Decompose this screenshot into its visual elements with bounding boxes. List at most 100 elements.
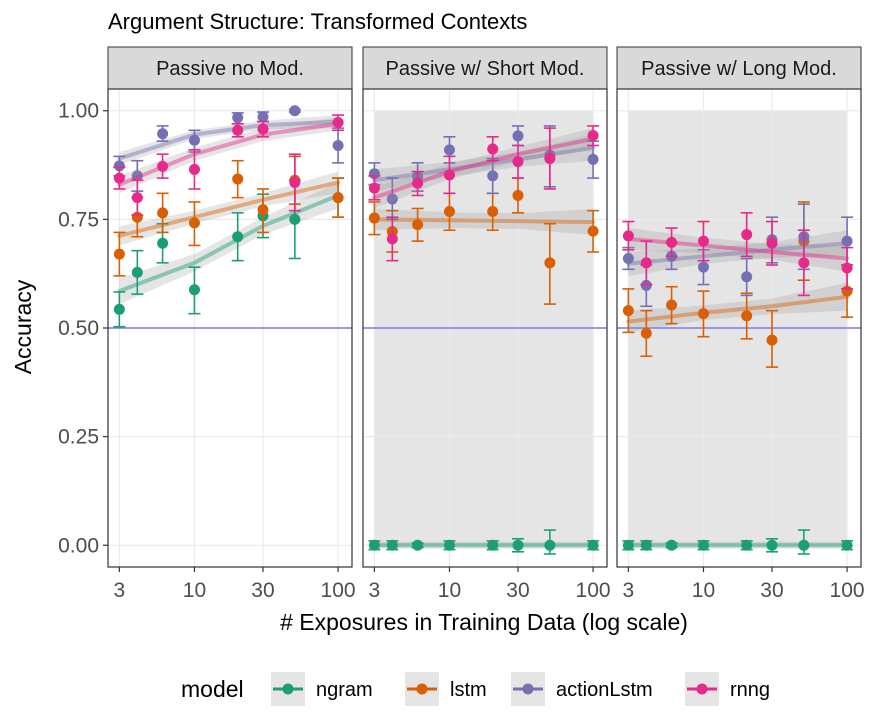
data-point [386,539,398,551]
series-ngram [368,529,600,555]
data-point [544,539,556,551]
y-tick-label: 0.00 [58,534,99,557]
data-point [587,539,599,551]
panel-border [362,88,608,568]
data-point [741,310,753,322]
data-point [587,129,599,141]
data-point [257,123,269,135]
fit-ribbon [374,128,594,209]
fit-ribbon [628,282,848,333]
series-lstm [368,177,600,305]
fit-ribbon [119,117,339,194]
x-tick-label: 100 [576,579,611,602]
x-tick-label: 100 [321,579,356,602]
data-point [289,105,301,117]
legend-item-lstm: lstm [405,672,487,706]
data-point [544,153,556,165]
fit-line [117,180,341,238]
y-tick-label: 0.50 [58,317,99,340]
data-point [841,235,853,247]
data-point [697,261,709,273]
x-axis-title: # Exposures in Training Data (log scale) [280,609,688,635]
x-tick-label: 3 [369,579,381,602]
data-point [412,177,424,189]
legend-key-point [282,683,294,695]
data-point [131,266,143,278]
data-point [841,262,853,274]
x-tick-label: 10 [183,579,206,602]
data-point [113,160,125,172]
data-point [798,539,810,551]
facet-panel: Passive w/ Long Mod. 3 10 30 100 [616,46,865,602]
facet-strip [107,46,353,90]
fit-line [372,217,596,224]
facet-strip [362,46,608,90]
data-point [512,130,524,142]
fit-line [626,241,850,266]
y-tick-label: 0.75 [58,208,99,231]
fit-ribbon [119,115,339,166]
fit-line [117,121,341,187]
fit-line [626,294,850,324]
data-point [697,235,709,247]
series-rnng [368,125,600,262]
data-point [697,308,709,320]
x-tick-label: 3 [623,579,635,602]
data-point [113,303,125,315]
legend-item-ngram: ngram [271,672,373,706]
data-point [443,206,455,218]
data-point [640,327,652,339]
data-point [587,153,599,165]
data-point [332,116,344,128]
data-point [640,279,652,291]
data-point [798,257,810,269]
data-point [544,257,556,269]
legend: model ngram lstm actionLstm rnng [181,672,770,706]
data-point [443,539,455,551]
data-point [131,192,143,204]
data-point [332,139,344,151]
data-point [741,271,753,283]
fit-line [626,236,850,261]
data-point [257,204,269,216]
data-point [157,160,169,172]
data-point [622,305,634,317]
data-point [666,299,678,311]
data-point [157,128,169,140]
x-tick-label: 30 [251,579,274,602]
data-point [766,237,778,249]
chart-title: Argument Structure: Transformed Contexts [108,9,527,34]
data-point [257,111,269,123]
data-point [741,539,753,551]
data-point [412,219,424,231]
data-point [289,176,301,188]
legend-item-actionLstm: actionLstm [511,672,653,706]
data-point [640,257,652,269]
facet-panel: Passive w/ Short Mod. 3 10 30 100 [362,46,611,602]
data-point [487,143,499,155]
series-rnng [113,114,345,216]
fit-ribbon [628,541,848,549]
data-point [368,539,380,551]
fit-ribbon [628,228,848,272]
data-point [386,233,398,245]
legend-key-point [696,683,708,695]
fit-ribbon [628,230,848,276]
data-point [487,206,499,218]
fit-ribbon [374,541,594,549]
fit-line [372,136,596,200]
data-point [368,212,380,224]
data-point [188,217,200,229]
facet-strip-label: Passive w/ Long Mod. [641,58,837,80]
legend-label: rnng [730,679,770,701]
data-point [386,193,398,205]
x-tick-label: 30 [506,579,529,602]
legend-item-rnng: rnng [685,672,770,706]
data-point [512,156,524,168]
legend-label: lstm [450,679,487,701]
facet-strip-label: Passive w/ Short Mod. [386,58,585,80]
y-tick-label: 1.00 [58,100,99,123]
x-tick-label: 100 [830,579,865,602]
legend-key-point [522,683,534,695]
